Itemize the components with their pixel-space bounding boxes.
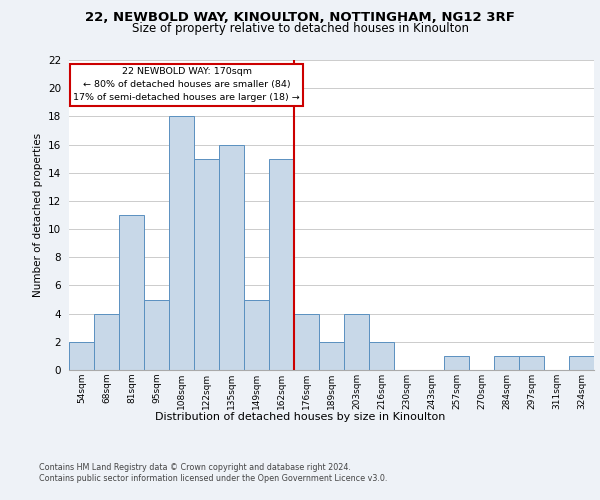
Bar [244, 300, 269, 370]
Bar [369, 342, 394, 370]
Bar [119, 215, 144, 370]
Bar [344, 314, 369, 370]
Text: 22 NEWBOLD WAY: 170sqm
← 80% of detached houses are smaller (84)
17% of semi-det: 22 NEWBOLD WAY: 170sqm ← 80% of detached… [73, 67, 300, 102]
Text: Contains public sector information licensed under the Open Government Licence v3: Contains public sector information licen… [39, 474, 388, 483]
Bar [144, 300, 169, 370]
Bar [294, 314, 319, 370]
Bar [194, 158, 219, 370]
Bar [444, 356, 469, 370]
Y-axis label: Number of detached properties: Number of detached properties [32, 133, 43, 297]
Bar [494, 356, 519, 370]
Bar [219, 144, 244, 370]
Bar [69, 342, 94, 370]
Text: 22, NEWBOLD WAY, KINOULTON, NOTTINGHAM, NG12 3RF: 22, NEWBOLD WAY, KINOULTON, NOTTINGHAM, … [85, 11, 515, 24]
Bar [569, 356, 594, 370]
Text: Size of property relative to detached houses in Kinoulton: Size of property relative to detached ho… [131, 22, 469, 35]
Text: Distribution of detached houses by size in Kinoulton: Distribution of detached houses by size … [155, 412, 445, 422]
Bar [269, 158, 294, 370]
Bar [169, 116, 194, 370]
Bar [319, 342, 344, 370]
Text: Contains HM Land Registry data © Crown copyright and database right 2024.: Contains HM Land Registry data © Crown c… [39, 462, 351, 471]
Bar [94, 314, 119, 370]
Bar [519, 356, 544, 370]
